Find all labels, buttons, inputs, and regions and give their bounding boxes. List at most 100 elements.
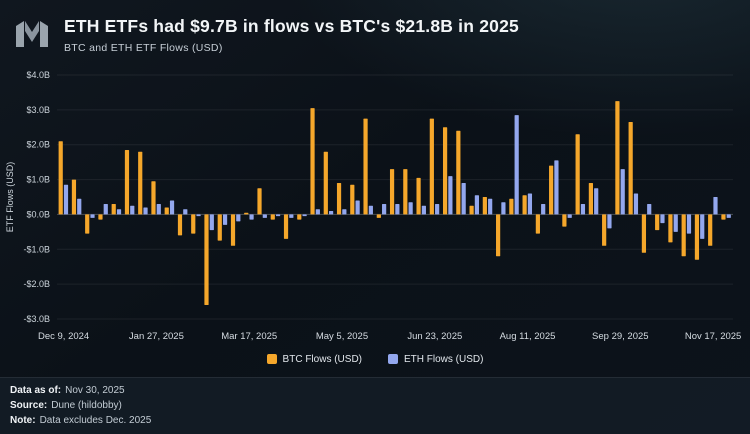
x-axis-tick-label: May 5, 2025 [316,331,368,342]
btc-flow-bar [138,151,143,215]
btc-flow-bar [177,214,183,236]
brand-logo-icon [12,18,52,55]
data-as-of-label: Data as of: [10,385,62,396]
eth-flow-bar [541,203,546,215]
btc-flow-bar [575,134,580,215]
eth-flow-bar [382,203,387,215]
footer-note: Note: Data excludes Dec. 2025 [10,414,740,427]
y-axis-tick-label: $0.0B [26,209,50,219]
btc-flow-bar [297,214,302,220]
footer-source: Source: Dune (hildobby) [10,399,740,412]
eth-flow-bar [63,184,69,215]
eth-flow-bar [686,214,692,234]
btc-flow-bar [403,169,408,215]
btc-flow-bar [694,214,700,260]
btc-flow-bar [164,207,169,215]
eth-flow-bar [355,200,360,215]
eth-flow-bar [647,203,652,215]
btc-flow-bar [376,214,381,218]
x-axis-tick-label: Jan 27, 2025 [129,331,184,342]
note-value: Data excludes Dec. 2025 [39,415,152,426]
btc-flow-bar [721,214,726,220]
eth-flow-bar [236,214,241,222]
eth-flow-bar [289,214,294,218]
y-axis-label: ETF Flows (USD) [5,162,15,233]
eth-flow-bar [183,209,188,215]
btc-flow-bar [336,183,342,215]
btc-flow-bar [602,214,607,246]
btc-flow-bar [641,214,647,253]
eth-flow-bar [448,176,453,215]
eth-flow-bar [222,214,228,225]
title-block: ETH ETFs had $9.7B in flows vs BTC's $21… [64,16,519,54]
btc-flow-bar [535,214,540,234]
btc-flow-bar [615,101,620,215]
eth-flow-bar [514,115,519,215]
x-axis-tick-label: Sep 29, 2025 [592,331,649,342]
y-axis-tick-label: -$2.0B [23,279,50,289]
footer-data-as-of: Data as of: Nov 30, 2025 [10,384,740,397]
x-axis-tick-label: Dec 9, 2024 [38,331,89,342]
eth-flow-bar [594,188,599,215]
btc-flow-bar [628,122,633,215]
btc-flow-bar [522,195,527,215]
eth-flow-bar [262,214,267,218]
eth-flow-bar [275,214,281,217]
btc-flow-bar [350,184,355,215]
btc-flow-bar [310,108,315,215]
btc-flow-bar [389,169,395,215]
eth-flow-bar [633,193,639,215]
eth-flow-bar [116,209,122,215]
eth-flow-bar [315,209,320,215]
btc-flow-bar [98,214,103,220]
eth-flow-bar [169,200,175,215]
y-axis-tick-label: $1.0B [26,175,50,185]
eth-flow-bar [726,214,731,218]
eth-legend-swatch-icon [388,354,398,364]
btc-flow-bar [509,198,514,215]
source-label: Source: [10,400,48,411]
page-subtitle: BTC and ETH ETF Flows (USD) [64,42,223,54]
btc-flow-bar [58,141,63,215]
btc-flow-bar [482,197,487,215]
btc-flow-bar [429,118,434,215]
btc-flow-bar [124,149,130,215]
btc-flow-bar [270,214,275,220]
eth-flow-bar [567,214,572,218]
eth-flow-bar [700,214,705,239]
eth-flow-bar [421,205,426,215]
eth-flow-bar [302,214,307,217]
eth-flow-bar [660,214,665,224]
eth-flow-bar [196,214,201,217]
source-value: Dune (hildobby) [51,400,122,411]
btc-flow-bar [442,127,448,215]
eth-flow-bar [673,214,678,232]
btc-flow-bar [191,214,196,234]
y-axis-tick-label: -$1.0B [23,244,50,254]
btc-flow-bar [363,118,368,215]
x-axis-tick-label: Aug 11, 2025 [500,331,556,342]
legend-item-btc: BTC Flows (USD) [266,353,362,365]
eth-flow-bar [342,209,347,215]
eth-flow-bar [607,214,612,229]
eth-flow-bar [554,160,559,215]
btc-flow-bar [204,214,209,306]
btc-flow-bar [217,214,222,241]
y-axis-tick-label: $4.0B [26,70,50,80]
eth-flow-bar [90,214,95,218]
eth-flow-bar [249,214,254,220]
flows-bar-chart: $4.0B $3.0B $2.0B $1.0B $0.0B -$1.0B -$2.0B -$3… [5,70,741,342]
x-axis-tick-label: Jun 23, 2025 [407,331,462,342]
data-as-of-value: Nov 30, 2025 [65,385,125,396]
btc-flow-bar [257,188,262,215]
note-label: Note: [10,415,36,426]
eth-flow-bar [580,203,586,215]
chart-legend: BTC Flows (USD) ETH Flows (USD) [0,349,750,369]
y-axis-tick-label: $3.0B [26,105,50,115]
eth-flow-bar [156,203,161,215]
y-axis-tick-label: -$3.0B [23,314,50,324]
x-axis-tick-label: Mar 17, 2025 [221,331,277,342]
btc-legend-label: BTC Flows (USD) [282,353,362,365]
eth-flow-bar [435,203,440,215]
